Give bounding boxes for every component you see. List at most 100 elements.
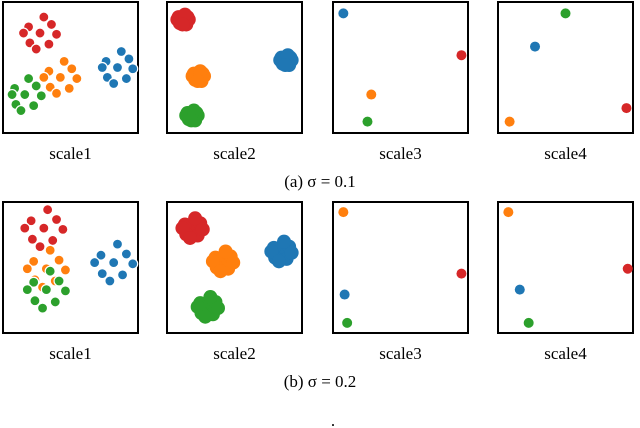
data-point <box>26 233 39 245</box>
data-point <box>622 263 633 274</box>
data-point <box>210 301 225 316</box>
panel-label: scale2 <box>213 144 255 163</box>
data-point <box>17 27 30 39</box>
data-point <box>49 296 61 308</box>
data-point <box>190 74 205 89</box>
panel-frame <box>497 1 634 134</box>
caption: (b) σ = 0.2 <box>284 372 357 391</box>
data-point <box>28 255 40 267</box>
data-point <box>53 275 65 287</box>
data-point <box>71 72 83 85</box>
data-point <box>96 61 108 74</box>
data-point <box>188 211 203 226</box>
data-point <box>57 223 69 235</box>
data-point <box>36 302 49 314</box>
data-point <box>50 87 63 99</box>
data-point <box>89 256 101 269</box>
data-point <box>120 248 132 260</box>
data-point <box>22 72 35 85</box>
data-point <box>523 317 534 328</box>
data-point <box>366 89 377 100</box>
data-point <box>30 43 42 55</box>
data-point <box>123 53 135 65</box>
data-point <box>35 90 47 102</box>
data-point <box>34 240 46 253</box>
data-point <box>21 284 33 296</box>
data-point <box>503 207 514 218</box>
data-point <box>95 249 107 261</box>
data-point <box>28 276 40 288</box>
data-point <box>50 28 63 40</box>
data-point <box>504 116 515 127</box>
panel-label: scale1 <box>49 344 91 363</box>
data-point <box>29 295 41 307</box>
footnote-mark: . <box>331 411 335 428</box>
caption: (a) σ = 0.1 <box>284 172 356 191</box>
data-point <box>59 285 72 297</box>
panel-label: scale3 <box>379 144 421 163</box>
data-point <box>19 88 31 101</box>
data-point <box>284 245 299 260</box>
data-point <box>30 80 42 92</box>
data-point <box>338 207 349 218</box>
data-point <box>45 18 58 31</box>
data-point <box>50 213 63 226</box>
data-point <box>278 58 293 73</box>
data-point <box>58 55 70 67</box>
data-point <box>25 215 37 227</box>
data-point <box>47 234 59 247</box>
data-point <box>339 289 350 300</box>
data-point <box>183 230 198 245</box>
data-point <box>63 82 75 95</box>
data-point <box>104 275 116 287</box>
data-point <box>38 222 50 234</box>
data-point <box>264 244 279 259</box>
data-point <box>127 258 139 270</box>
panel-frame <box>332 201 469 334</box>
data-point <box>213 264 228 279</box>
data-point <box>38 11 50 23</box>
data-point <box>175 221 190 236</box>
data-point <box>198 309 213 324</box>
data-point <box>175 17 190 32</box>
data-point <box>277 234 292 249</box>
data-point <box>362 116 373 127</box>
data-point <box>205 254 220 269</box>
panel-label: scale4 <box>544 344 587 363</box>
data-point <box>621 103 632 114</box>
panel-frame <box>332 1 469 134</box>
data-point <box>6 88 18 101</box>
data-point <box>42 204 54 216</box>
data-point <box>120 72 132 85</box>
data-point <box>456 50 467 61</box>
data-point <box>271 254 286 269</box>
data-point <box>40 284 52 296</box>
data-point <box>190 299 205 314</box>
data-point <box>338 8 349 19</box>
data-point <box>54 71 66 83</box>
panel-label: scale1 <box>49 144 91 163</box>
data-point <box>456 268 467 279</box>
data-point <box>66 63 78 75</box>
data-point <box>44 265 56 277</box>
data-point <box>108 77 120 90</box>
data-point <box>514 284 525 295</box>
data-point <box>34 27 46 39</box>
data-point <box>218 244 233 259</box>
data-point <box>38 71 50 83</box>
data-point <box>53 254 65 266</box>
data-point <box>21 263 33 275</box>
data-point <box>44 244 56 256</box>
data-point <box>111 238 124 250</box>
data-point <box>226 255 241 270</box>
panel-label: scale2 <box>213 344 255 363</box>
data-point <box>115 45 127 58</box>
data-point <box>43 38 55 50</box>
data-point <box>530 41 541 52</box>
data-point <box>560 8 571 19</box>
data-point <box>116 269 129 281</box>
data-point <box>342 317 353 328</box>
data-point <box>184 113 199 128</box>
